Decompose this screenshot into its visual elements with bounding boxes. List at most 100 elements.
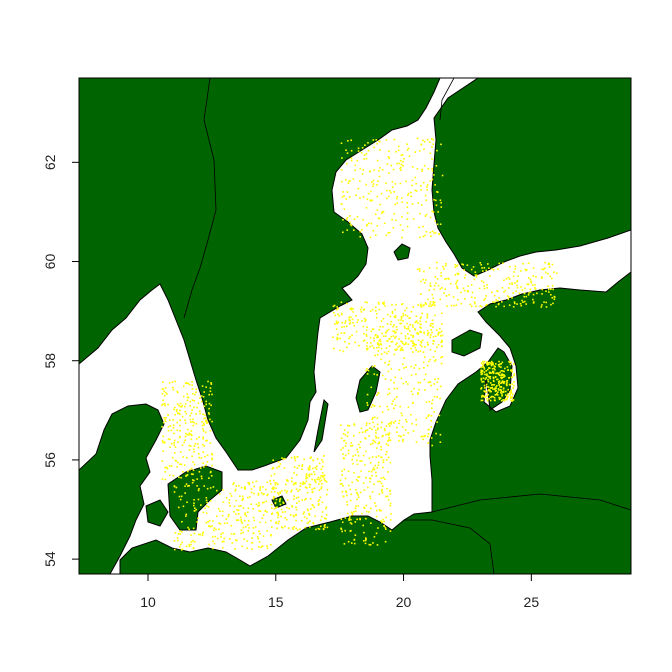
observation-point bbox=[384, 478, 386, 480]
observation-point bbox=[209, 525, 211, 527]
observation-point bbox=[270, 534, 272, 537]
observation-point bbox=[400, 347, 402, 350]
observation-point bbox=[425, 230, 428, 233]
observation-point bbox=[355, 314, 357, 317]
observation-point bbox=[427, 381, 430, 384]
observation-point bbox=[341, 474, 344, 476]
observation-point bbox=[387, 155, 390, 158]
observation-point bbox=[367, 192, 370, 195]
observation-point bbox=[193, 502, 195, 504]
observation-point bbox=[414, 189, 417, 192]
observation-point bbox=[499, 386, 501, 388]
observation-point bbox=[545, 306, 548, 308]
observation-point bbox=[248, 527, 250, 529]
observation-point bbox=[534, 288, 537, 290]
observation-point bbox=[553, 298, 556, 301]
observation-point bbox=[291, 505, 294, 508]
observation-point bbox=[444, 288, 447, 290]
observation-point bbox=[193, 451, 195, 453]
observation-point bbox=[401, 440, 404, 443]
observation-point bbox=[230, 524, 233, 527]
observation-point bbox=[346, 435, 349, 438]
observation-point bbox=[419, 236, 421, 239]
observation-point bbox=[367, 369, 370, 372]
observation-point bbox=[308, 514, 311, 517]
observation-point bbox=[221, 546, 224, 549]
observation-point bbox=[402, 342, 404, 345]
observation-point bbox=[500, 391, 502, 394]
observation-point bbox=[374, 310, 377, 312]
observation-point bbox=[508, 282, 511, 285]
observation-point bbox=[380, 509, 382, 512]
observation-point bbox=[400, 317, 403, 319]
observation-point bbox=[502, 399, 505, 401]
observation-point bbox=[191, 399, 194, 402]
observation-point bbox=[342, 350, 345, 353]
observation-point bbox=[192, 469, 195, 472]
observation-point bbox=[401, 346, 403, 349]
observation-point bbox=[392, 226, 395, 229]
observation-point bbox=[437, 332, 440, 335]
observation-point bbox=[274, 501, 277, 504]
observation-point bbox=[345, 198, 348, 200]
observation-point bbox=[357, 496, 360, 499]
observation-point bbox=[365, 517, 367, 520]
observation-point bbox=[312, 467, 314, 470]
observation-point bbox=[191, 388, 194, 390]
observation-point bbox=[376, 342, 379, 344]
observation-point bbox=[547, 285, 549, 288]
observation-point bbox=[415, 321, 417, 323]
observation-point bbox=[248, 483, 251, 486]
observation-point bbox=[420, 280, 422, 283]
observation-point bbox=[290, 480, 293, 483]
observation-point bbox=[378, 346, 380, 349]
observation-point bbox=[222, 501, 225, 503]
observation-point bbox=[385, 495, 387, 498]
observation-point bbox=[264, 521, 267, 524]
observation-point bbox=[370, 507, 372, 510]
observation-point bbox=[359, 491, 362, 494]
observation-point bbox=[481, 280, 483, 282]
observation-point bbox=[433, 284, 436, 287]
observation-point bbox=[417, 350, 419, 353]
observation-point bbox=[402, 349, 404, 352]
observation-point bbox=[366, 223, 368, 226]
observation-point bbox=[505, 398, 508, 401]
observation-point bbox=[493, 399, 496, 401]
observation-point bbox=[503, 291, 505, 293]
observation-point bbox=[380, 446, 382, 448]
observation-point bbox=[307, 468, 310, 470]
observation-point bbox=[309, 498, 312, 500]
observation-point bbox=[428, 267, 431, 269]
observation-point bbox=[369, 462, 372, 464]
observation-point bbox=[215, 489, 218, 492]
observation-point bbox=[350, 523, 353, 525]
observation-point bbox=[439, 331, 441, 334]
observation-point bbox=[427, 167, 430, 170]
observation-point bbox=[208, 393, 211, 396]
observation-point bbox=[247, 507, 250, 510]
observation-point bbox=[407, 194, 409, 197]
observation-point bbox=[382, 466, 384, 469]
observation-point bbox=[269, 482, 272, 485]
observation-point bbox=[197, 443, 199, 445]
observation-point bbox=[502, 381, 505, 383]
observation-point bbox=[473, 301, 476, 303]
observation-point bbox=[529, 278, 532, 281]
observation-point bbox=[342, 457, 345, 459]
observation-point bbox=[395, 303, 397, 306]
observation-point bbox=[303, 458, 305, 461]
observation-point bbox=[450, 304, 453, 307]
observation-point bbox=[201, 532, 204, 535]
observation-point bbox=[389, 502, 392, 505]
observation-point bbox=[504, 289, 507, 292]
observation-point bbox=[277, 516, 279, 519]
observation-point bbox=[511, 282, 513, 284]
observation-point bbox=[314, 466, 317, 469]
observation-point bbox=[350, 224, 353, 227]
observation-point bbox=[411, 166, 414, 168]
observation-point bbox=[299, 485, 302, 487]
observation-point bbox=[500, 382, 502, 385]
observation-point bbox=[247, 530, 250, 532]
observation-point bbox=[393, 382, 395, 384]
